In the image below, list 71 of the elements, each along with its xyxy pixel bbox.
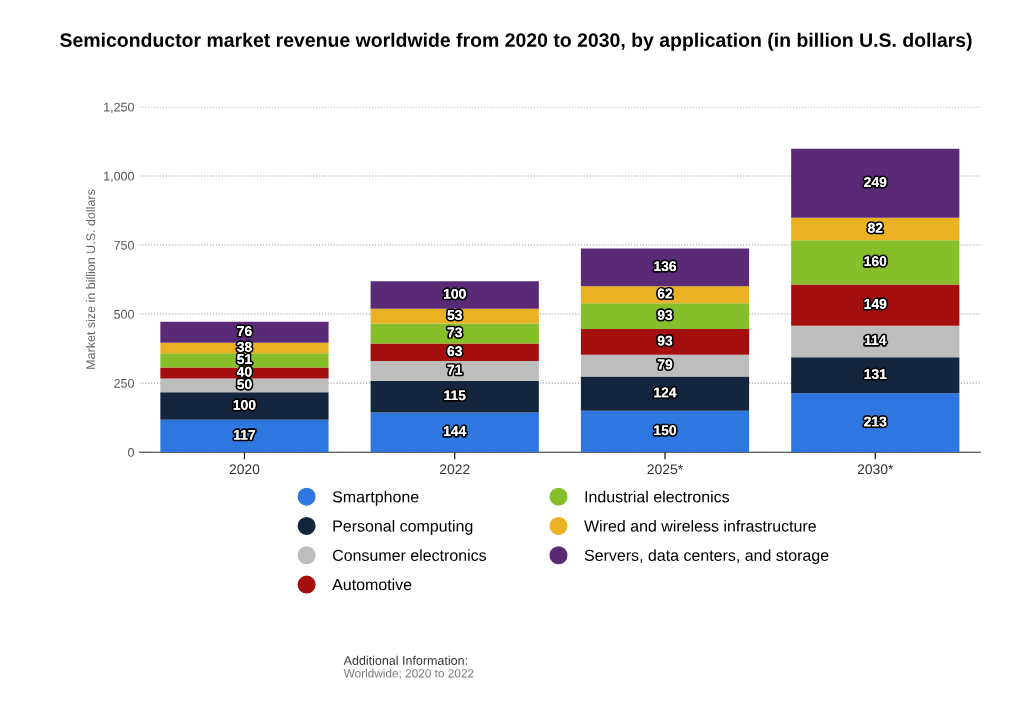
y-tick-label: 1,250	[104, 102, 134, 113]
x-tick-label: 2020	[229, 464, 260, 475]
data-label: 38	[237, 341, 252, 352]
legend-label: Consumer electronics	[332, 549, 487, 561]
data-label: 40	[236, 366, 252, 377]
legend-label: Smartphone	[332, 490, 419, 506]
legend-label: Automotive	[332, 578, 412, 591]
bar	[160, 419, 329, 453]
bar	[580, 376, 750, 411]
bar	[791, 325, 960, 358]
bar	[580, 328, 750, 355]
data-label: 100	[233, 399, 256, 410]
y-tick-label: 0	[128, 447, 134, 457]
data-label: 115	[444, 390, 466, 401]
data-label: 149	[864, 298, 887, 309]
y-tick-label: 500	[114, 309, 134, 319]
data-label: 160	[864, 256, 887, 267]
data-label: 93	[657, 335, 673, 346]
legend-label: Servers, data centers, and storage	[584, 549, 829, 565]
bar	[791, 240, 960, 285]
bar	[791, 217, 960, 241]
y-tick-label: 750	[114, 240, 134, 250]
bar	[580, 410, 750, 453]
data-label: 93	[657, 310, 673, 320]
bar	[160, 392, 329, 420]
data-label: 82	[867, 222, 883, 233]
y-tick-label: 1,000	[104, 171, 134, 183]
chart-title: Semiconductor market revenue worldwide from 2020 to 2030, by application (in billion U.S. dollars)	[60, 32, 972, 51]
bar	[791, 284, 960, 326]
data-label: 73	[447, 327, 462, 338]
x-tick-label: 2025*	[647, 464, 683, 475]
data-label: 249	[864, 177, 887, 187]
bar	[580, 286, 750, 304]
data-label: 131	[864, 369, 887, 379]
x-tick-label: 2030*	[857, 464, 894, 475]
data-label: 76	[237, 326, 252, 337]
y-axis-title: Market size in billion U.S. dollars	[85, 189, 96, 369]
bar	[580, 248, 750, 287]
data-label: 213	[864, 416, 887, 427]
bar	[370, 412, 539, 453]
legend-label: Personal computing	[333, 520, 473, 535]
data-label: 53	[447, 310, 462, 320]
bar	[791, 148, 960, 218]
y-tick-label: 250	[114, 378, 134, 388]
bar	[370, 380, 539, 413]
data-label: 124	[654, 387, 677, 398]
bar	[791, 393, 960, 453]
text: Additional Information:	[343, 655, 467, 665]
legend-label: Industrial electronics	[585, 490, 730, 503]
bar	[370, 323, 539, 344]
data-label: 117	[234, 430, 256, 440]
legend-label: Wired and wireless infrastructure	[584, 520, 816, 532]
bar	[160, 353, 329, 368]
data-label: 62	[657, 288, 673, 299]
x-tick-label: 2022	[439, 464, 470, 475]
bar	[580, 354, 750, 377]
bar	[370, 343, 539, 362]
bar	[791, 357, 960, 394]
bar	[370, 361, 539, 381]
bar	[160, 367, 329, 379]
bar	[160, 321, 329, 343]
data-label: 144	[444, 426, 467, 436]
bar	[160, 378, 329, 393]
data-label: 136	[654, 261, 677, 272]
data-label: 150	[654, 425, 677, 436]
data-label: 100	[444, 288, 466, 299]
data-label: 63	[447, 346, 462, 357]
text: Worldwide; 2020 to 2022	[343, 668, 474, 679]
bar	[370, 281, 539, 309]
data-label: 51	[237, 354, 252, 365]
bar	[580, 303, 750, 329]
